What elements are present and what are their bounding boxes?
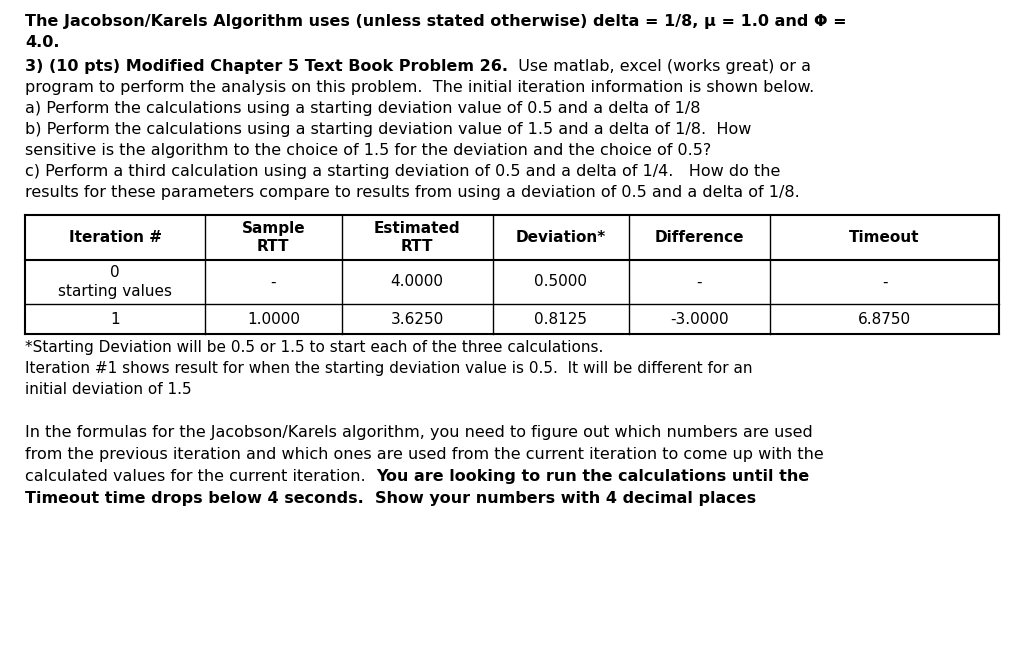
Text: 1.0000: 1.0000 — [247, 311, 300, 326]
Text: -: - — [270, 274, 276, 290]
Text: 4.0000: 4.0000 — [390, 274, 443, 290]
Text: b) Perform the calculations using a starting deviation value of 1.5 and a delta : b) Perform the calculations using a star… — [25, 122, 752, 137]
Text: Timeout time drops below 4 seconds.  Show your numbers with 4 decimal places: Timeout time drops below 4 seconds. Show… — [25, 491, 756, 506]
Text: calculated values for the current iteration.: calculated values for the current iterat… — [25, 469, 376, 484]
Text: Iteration #: Iteration # — [69, 230, 162, 245]
Text: The Jacobson/Karels Algorithm uses (unless stated otherwise) delta = 1/8, μ = 1.: The Jacobson/Karels Algorithm uses (unle… — [25, 14, 847, 29]
Text: In the formulas for the Jacobson/Karels algorithm, you need to figure out which : In the formulas for the Jacobson/Karels … — [25, 425, 813, 440]
Text: c) Perform a third calculation using a starting deviation of 0.5 and a delta of : c) Perform a third calculation using a s… — [25, 164, 780, 179]
Text: -: - — [696, 274, 702, 290]
Text: initial deviation of 1.5: initial deviation of 1.5 — [25, 382, 191, 397]
Text: sensitive is the algorithm to the choice of 1.5 for the deviation and the choice: sensitive is the algorithm to the choice… — [25, 143, 712, 158]
Text: Use matlab, excel (works great) or a: Use matlab, excel (works great) or a — [508, 59, 811, 74]
Text: 0.8125: 0.8125 — [535, 311, 587, 326]
Text: 4.0.: 4.0. — [25, 35, 59, 50]
Text: Deviation*: Deviation* — [515, 230, 606, 245]
Text: *Starting Deviation will be 0.5 or 1.5 to start each of the three calculations.: *Starting Deviation will be 0.5 or 1.5 t… — [25, 340, 603, 355]
Text: Timeout: Timeout — [849, 230, 920, 245]
Text: -: - — [882, 274, 888, 290]
Text: 3.6250: 3.6250 — [390, 311, 443, 326]
Text: program to perform the analysis on this problem.  The initial iteration informat: program to perform the analysis on this … — [25, 80, 814, 95]
Text: 0.5000: 0.5000 — [535, 274, 587, 290]
Text: Estimated
RTT: Estimated RTT — [374, 220, 461, 254]
Text: from the previous iteration and which ones are used from the current iteration t: from the previous iteration and which on… — [25, 447, 823, 462]
Text: Difference: Difference — [654, 230, 744, 245]
Text: 0
starting values: 0 starting values — [58, 265, 172, 299]
Text: 6.8750: 6.8750 — [858, 311, 911, 326]
Text: You are looking to run the calculations until the: You are looking to run the calculations … — [376, 469, 809, 484]
Text: a) Perform the calculations using a starting deviation value of 0.5 and a delta : a) Perform the calculations using a star… — [25, 101, 700, 116]
Text: Sample
RTT: Sample RTT — [242, 220, 305, 254]
Text: Iteration #1 shows result for when the starting deviation value is 0.5.  It will: Iteration #1 shows result for when the s… — [25, 361, 753, 376]
Text: -3.0000: -3.0000 — [670, 311, 729, 326]
Text: results for these parameters compare to results from using a deviation of 0.5 an: results for these parameters compare to … — [25, 185, 800, 200]
Text: 1: 1 — [111, 311, 120, 326]
Text: 3) (10 pts) Modified Chapter 5 Text Book Problem 26.: 3) (10 pts) Modified Chapter 5 Text Book… — [25, 59, 508, 74]
